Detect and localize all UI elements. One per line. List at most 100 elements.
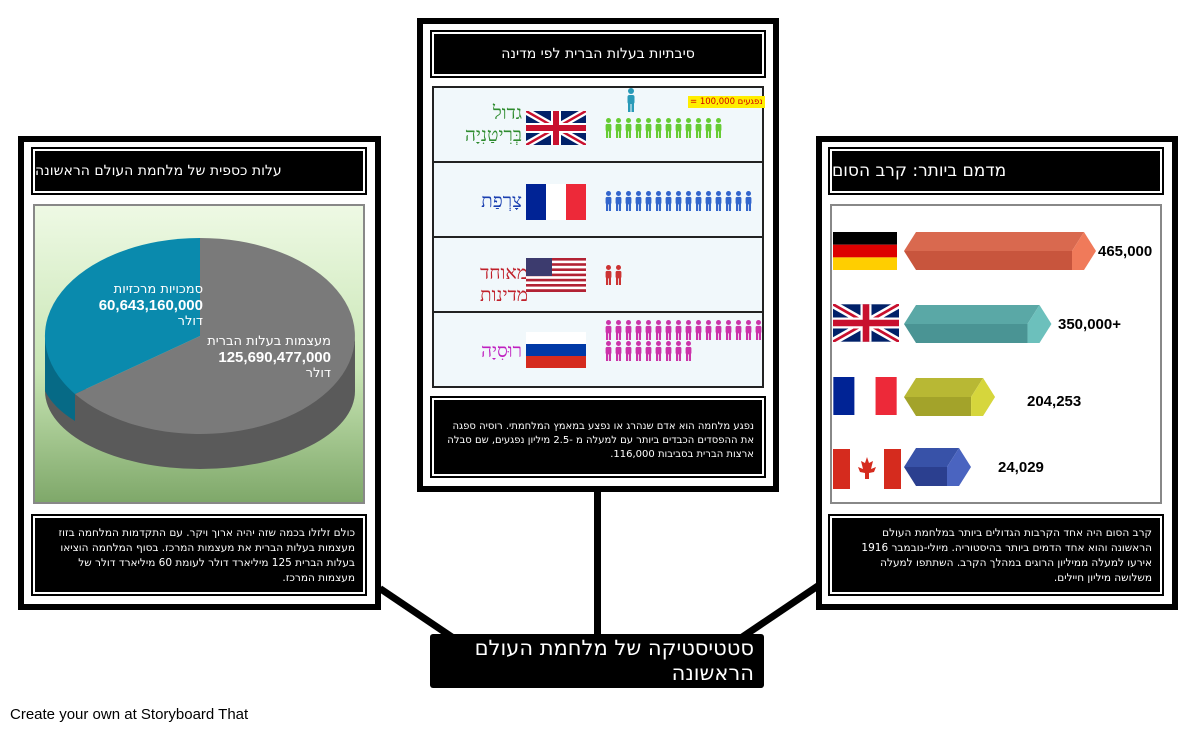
person-icon <box>705 118 712 138</box>
person-icon <box>645 320 652 340</box>
person-icon <box>605 191 612 211</box>
person-icon <box>685 118 692 138</box>
person-icon <box>635 341 642 361</box>
france-flag-icon-bar <box>833 377 897 415</box>
middle-panel-description-text: נפגע מלחמה הוא אדם שנהרג או נפצע במאמץ ה… <box>447 421 754 460</box>
pie-label-central: סמכויות מרכזיות 60,643,160,000 דולר <box>83 282 203 329</box>
person-icon <box>625 341 632 361</box>
person-icon <box>615 341 622 361</box>
right-panel-title-text: מדמם ביותר: קרב הסום <box>832 161 1007 181</box>
person-icon <box>715 118 722 138</box>
person-icon <box>735 191 742 211</box>
left-panel-title-text: עלות כספית של מלחמת העולם הראשונה <box>35 163 282 179</box>
person-icon <box>725 191 732 211</box>
person-icon <box>625 320 632 340</box>
person-icon <box>655 320 662 340</box>
row-usa <box>432 236 764 313</box>
uk-flag-icon <box>526 111 586 145</box>
left-panel-description-text: כולם זלזלו בכמה שזה יהיה ארוך ויקר. עם ה… <box>58 527 355 584</box>
footer-link-text[interactable]: Create your own at Storyboard That <box>10 706 249 723</box>
connector-right <box>738 579 825 642</box>
pie-label-allies: מעצמות בעלות הברית 125,690,477,000 דולר <box>195 334 331 381</box>
people-france <box>604 191 764 211</box>
person-icon <box>715 320 722 340</box>
bar-label-germany-text: 465,000 <box>1098 243 1153 260</box>
country-name-usa: מאוחד מדינות <box>440 262 528 306</box>
pie-label-allies-value: 125,690,477,000 <box>218 349 331 366</box>
person-icon <box>635 320 642 340</box>
bar-label-canada: 24,029 <box>998 459 1044 476</box>
pie-label-allies-unit: דולר <box>305 366 331 381</box>
person-icon <box>745 191 752 211</box>
person-icon <box>675 341 682 361</box>
person-icon <box>725 320 732 340</box>
pie-chart-box: סמכויות מרכזיות 60,643,160,000 דולר מעצמ… <box>33 204 365 504</box>
person-icon <box>705 320 712 340</box>
people-uk <box>604 118 764 138</box>
footer-link[interactable]: Create your own at Storyboard That <box>10 706 248 723</box>
middle-panel-title: סיבתיות בעלות הברית לפי מדינה <box>430 30 766 78</box>
pie-label-central-unit: דולר <box>177 314 203 329</box>
person-icon <box>615 265 622 285</box>
person-icon <box>695 320 702 340</box>
person-icon <box>645 118 652 138</box>
right-panel-description: קרב הסום היה אחד הקרבות הגדולים ביותר במ… <box>828 514 1164 596</box>
person-icon <box>625 191 632 211</box>
legend-person-icon <box>627 88 635 112</box>
middle-panel-title-text: סיבתיות בעלות הברית לפי מדינה <box>501 46 695 62</box>
person-icon <box>735 320 742 340</box>
pie-slice-allies <box>75 238 355 434</box>
person-icon <box>625 118 632 138</box>
uk-flag-icon-bar <box>833 304 899 342</box>
person-icon <box>655 341 662 361</box>
person-icon <box>635 191 642 211</box>
person-icon <box>745 320 752 340</box>
people-russia <box>604 320 764 361</box>
bar-label-germany: 465,000 <box>1098 243 1152 260</box>
legend-label: נפגעים 100,000 = <box>688 96 765 108</box>
country-name-france: צָרְפַת <box>440 190 522 212</box>
bar-0 <box>904 232 1096 270</box>
person-icon <box>685 320 692 340</box>
germany-flag-icon <box>833 232 897 270</box>
pie-label-allies-name: מעצמות בעלות הברית <box>207 334 331 349</box>
people-usa <box>604 265 764 285</box>
main-title: סטטיסטיקה של מלחמת העולם הראשונה <box>430 634 764 688</box>
person-icon <box>605 265 612 285</box>
right-panel-description-text: קרב הסום היה אחד הקרבות הגדולים ביותר במ… <box>861 527 1152 584</box>
person-icon <box>645 341 652 361</box>
bar-label-uk: 350,000+ <box>1058 316 1121 333</box>
person-icon <box>675 118 682 138</box>
person-icon <box>705 191 712 211</box>
pie-chart <box>44 237 355 469</box>
country-name-russia: רוּסִיָה <box>440 340 522 362</box>
person-icon <box>755 320 762 340</box>
left-panel-title: עלות כספית של מלחמת העולם הראשונה <box>31 147 367 195</box>
person-icon <box>605 320 612 340</box>
person-icon <box>695 191 702 211</box>
person-icon <box>655 118 662 138</box>
person-icon <box>665 341 672 361</box>
usa-flag-icon <box>526 258 586 292</box>
pie-side-allies <box>45 336 355 469</box>
bar-label-uk-text: 350,000+ <box>1058 316 1121 333</box>
person-icon <box>635 118 642 138</box>
person-icon <box>665 118 672 138</box>
person-icon <box>615 320 622 340</box>
pie-label-central-value: 60,643,160,000 <box>98 297 203 314</box>
person-icon <box>715 191 722 211</box>
person-icon <box>645 191 652 211</box>
bar-3 <box>904 448 971 486</box>
bar-label-france-text: 204,253 <box>1027 393 1082 410</box>
right-panel-title: מדמם ביותר: קרב הסום <box>828 147 1164 195</box>
middle-panel-description: נפגע מלחמה הוא אדם שנהרג או נפצע במאמץ ה… <box>430 396 766 478</box>
person-icon <box>655 191 662 211</box>
bar-label-france: 204,253 <box>1027 393 1081 410</box>
russia-flag-icon <box>526 332 586 368</box>
person-icon <box>605 118 612 138</box>
country-name-uk: גדול בְּרִיטַנִיָה <box>440 102 522 146</box>
person-icon <box>695 118 702 138</box>
left-panel-description: כולם זלזלו בכמה שזה יהיה ארוך ויקר. עם ה… <box>31 514 367 596</box>
country-name-uk-text: גדול בְּרִיטַנִיָה <box>464 102 522 146</box>
person-icon <box>685 191 692 211</box>
